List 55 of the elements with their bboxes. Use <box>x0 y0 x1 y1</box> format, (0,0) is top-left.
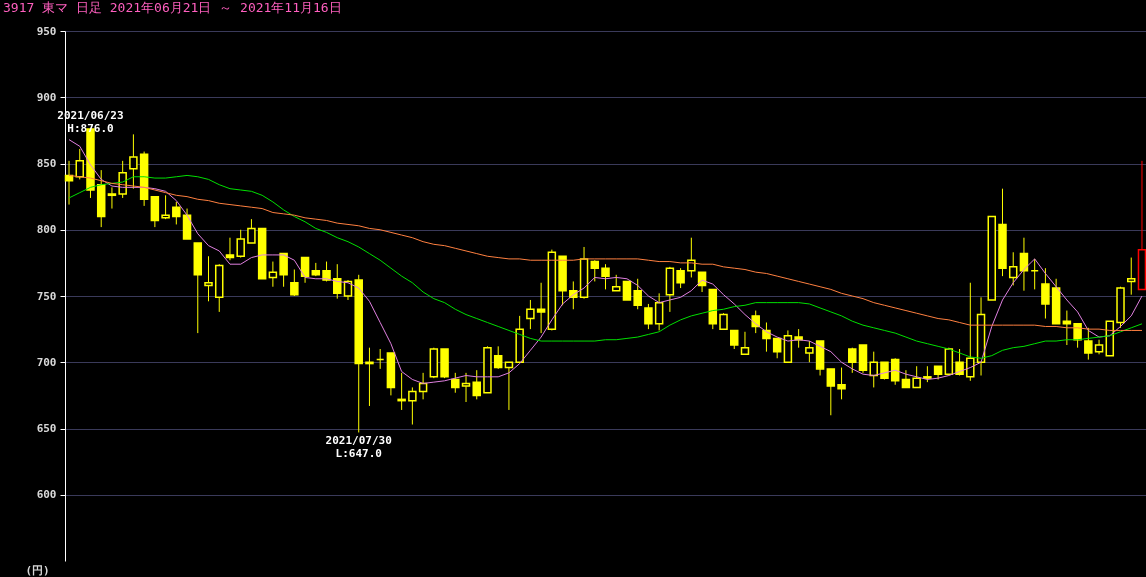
candlestick <box>622 280 632 301</box>
candlestick <box>848 347 857 374</box>
candlestick <box>472 369 481 400</box>
candlestick <box>247 218 256 244</box>
candlestick <box>75 148 84 180</box>
y-tick-label: 600 <box>36 488 57 502</box>
candlestick <box>204 255 213 302</box>
candlestick <box>182 208 192 240</box>
y-tick-label: 900 <box>36 90 57 104</box>
candlestick <box>966 282 975 382</box>
candlestick <box>333 263 342 300</box>
candlestick <box>300 256 310 284</box>
y-tick-label: 850 <box>36 157 57 170</box>
candlestick <box>461 372 471 403</box>
candlestick <box>107 186 117 210</box>
candlestick <box>150 195 160 228</box>
candlestick <box>408 386 417 426</box>
candlestick <box>526 299 535 330</box>
candlestick <box>1127 257 1136 296</box>
candlestick <box>805 340 814 363</box>
y-tick-label: 750 <box>36 289 57 303</box>
candlestick <box>869 351 878 388</box>
candlestick <box>1062 310 1072 346</box>
y-tick-label: 950 <box>36 24 57 38</box>
candlestick <box>644 303 653 330</box>
candlestick <box>912 365 921 389</box>
candlestick <box>601 263 610 290</box>
y-tick-label: 650 <box>36 422 57 435</box>
candlestick <box>268 261 278 288</box>
candlestick <box>236 229 245 259</box>
chart-title: 3917 東マ 日足 2021年06月21日 ～ 2021年11月16日 <box>3 0 342 15</box>
candlestick <box>676 267 685 289</box>
candlestick <box>1041 267 1050 320</box>
candlestick <box>837 367 846 400</box>
candlestick <box>633 278 642 310</box>
candlestick <box>225 237 235 261</box>
candlestick <box>654 292 664 331</box>
candlestick <box>1008 251 1018 286</box>
candlestick <box>740 331 750 356</box>
candlestick <box>890 357 900 386</box>
candlestick <box>536 282 546 334</box>
candlestick <box>451 372 460 394</box>
candlestick <box>826 368 836 416</box>
y-tick-label: 700 <box>36 355 57 369</box>
candlestick <box>279 252 288 288</box>
candlestick <box>172 201 181 225</box>
candlestick <box>730 329 739 350</box>
y-tick-label: 800 <box>36 223 57 237</box>
candlestick <box>955 348 964 376</box>
candlestick <box>590 259 600 282</box>
candlestick <box>129 133 138 190</box>
annotation: 2021/07/30 L:647.0 <box>325 434 392 461</box>
candlestick <box>493 345 503 370</box>
candlestick <box>290 269 299 297</box>
y-axis-title: (円) <box>25 563 50 577</box>
